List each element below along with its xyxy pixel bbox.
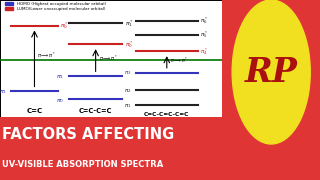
Text: $\pi_1$: $\pi_1$ (124, 102, 131, 110)
Text: $\pi_5^*$: $\pi_5^*$ (200, 30, 208, 40)
Text: $\pi_1$: $\pi_1$ (56, 73, 65, 81)
Circle shape (232, 0, 310, 144)
Text: $\pi \longrightarrow \pi^*$: $\pi \longrightarrow \pi^*$ (99, 53, 119, 63)
Text: FACTORS AFFECTING: FACTORS AFFECTING (2, 127, 174, 142)
Text: $\pi_6^*$: $\pi_6^*$ (200, 16, 208, 26)
Text: $\pi \longrightarrow \pi^*$: $\pi \longrightarrow \pi^*$ (170, 56, 188, 65)
Text: C=C-C=C: C=C-C=C (79, 109, 112, 114)
Text: $\pi_0^*$: $\pi_0^*$ (60, 20, 69, 31)
Text: C=C-C=C-C=C: C=C-C=C-C=C (144, 112, 189, 117)
Text: $\pi_1^*$: $\pi_1^*$ (124, 18, 133, 29)
Text: UV-VISIBLE ABSORPTION SPECTRA: UV-VISIBLE ABSORPTION SPECTRA (2, 160, 164, 169)
Text: C=C: C=C (27, 109, 43, 114)
Text: $\pi_1$: $\pi_1$ (0, 89, 7, 96)
Text: $\pi_4^*$: $\pi_4^*$ (200, 46, 208, 57)
Text: RP: RP (245, 55, 298, 89)
Text: $\pi_0^*$: $\pi_0^*$ (124, 39, 133, 50)
Text: $\pi_0$: $\pi_0$ (56, 97, 65, 105)
Text: $\pi \longrightarrow \pi^*$: $\pi \longrightarrow \pi^*$ (37, 50, 56, 60)
Text: $\pi_3$: $\pi_3$ (124, 69, 131, 77)
Text: $\pi_2$: $\pi_2$ (124, 87, 131, 95)
Legend: HOMO (Highest occupied molecular orbital), LUMO(Lower unoccupied molecular orbit: HOMO (Highest occupied molecular orbital… (4, 1, 107, 12)
